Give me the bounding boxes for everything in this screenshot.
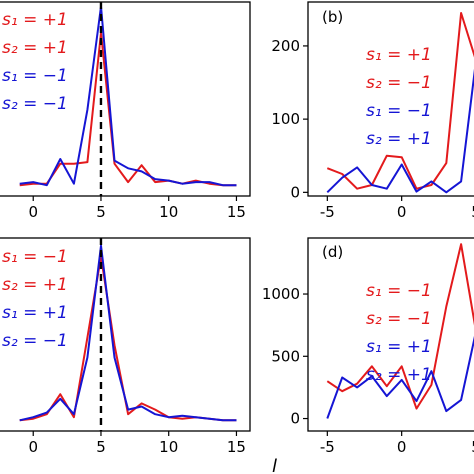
series-line-a-blue (19, 5, 237, 187)
x-tick-label-d-0: -5 (320, 438, 335, 456)
x-tick-label-a-2: 10 (159, 203, 178, 221)
x-tick-label-b-0: -5 (320, 203, 335, 221)
panel-c: 0 5 10 15 s₁ = −1 s₂ = +1 s₁ = +1 s₂ = −1 (0, 237, 251, 456)
y-tick-label-d-1: 500 (271, 347, 300, 365)
x-axis-label: l (272, 456, 277, 474)
legend-entry-b-3: s₂ = +1 (366, 129, 432, 149)
axes-frame-c (0, 237, 251, 432)
y-tick-label-b-1: 100 (271, 110, 300, 128)
legend-entry-c-3: s₂ = −1 (2, 331, 68, 351)
legend-entry-b-2: s₁ = −1 (366, 101, 432, 121)
legend-entry-a-0: s₁ = +1 (2, 10, 68, 30)
series-line-d-blue (326, 335, 474, 419)
y-tick-label-d-2: 1000 (262, 285, 300, 303)
axes-frame-b (307, 1, 474, 197)
legend-entry-a-2: s₁ = −1 (2, 66, 68, 86)
x-tick-label-d-2: 5 (471, 438, 474, 456)
panel-label-b: (b) (322, 8, 343, 26)
legend-entry-d-2: s₁ = +1 (366, 337, 432, 357)
legend-entry-d-0: s₁ = −1 (366, 281, 432, 301)
legend-entry-a-1: s₂ = +1 (2, 38, 68, 58)
legend-entry-b-1: s₂ = −1 (366, 73, 432, 93)
x-tick-label-c-1: 5 (96, 438, 106, 456)
panel-b: -5050100200s₁ = +1s₂ = −1s₁ = −1s₂ = +1(… (271, 1, 474, 221)
x-tick-label-d-1: 0 (397, 438, 407, 456)
x-tick-label-c-2: 10 (159, 438, 178, 456)
x-tick-label-a-3: 15 (227, 203, 246, 221)
panel-label-d: (d) (322, 243, 343, 261)
axes-frame-a (0, 1, 251, 197)
panel-d: -5 0 5 0 500 1000 s₁ = −1 s₂ = −1 s₁ = +1 s₂ = +1… (262, 237, 474, 456)
x-tick-label-b-2: 5 (471, 203, 474, 221)
y-tick-label-b-0: 0 (290, 183, 300, 201)
series-line-d-red (326, 243, 474, 410)
y-tick-label-b-2: 200 (271, 37, 300, 55)
legend-entry-c-2: s₁ = +1 (2, 303, 68, 323)
series-line-b-blue (326, 68, 474, 194)
series-line-c-blue (19, 244, 237, 422)
x-tick-label-a-1: 5 (96, 203, 106, 221)
legend-entry-d-1: s₂ = −1 (366, 309, 432, 329)
x-tick-label-a-0: 0 (28, 203, 38, 221)
legend-entry-a-3: s₂ = −1 (2, 94, 68, 114)
y-tick-label-d-0: 0 (290, 410, 300, 428)
legend-entry-c-0: s₁ = −1 (2, 247, 68, 267)
x-tick-label-b-1: 0 (397, 203, 407, 221)
legend-entry-b-0: s₁ = +1 (366, 45, 432, 65)
x-tick-label-c-0: 0 (28, 438, 38, 456)
panel-a: 0 5 10 15 s₁ = +1 s₂ = +1 s₁ = −1 s₂ = −1 (0, 1, 251, 221)
series-line-b-red (326, 12, 474, 190)
legend-entry-d-3: s₂ = +1 (366, 365, 432, 385)
axes-frame-d (307, 237, 474, 432)
legend-entry-c-1: s₂ = +1 (2, 275, 68, 295)
x-tick-label-c-3: 15 (227, 438, 246, 456)
